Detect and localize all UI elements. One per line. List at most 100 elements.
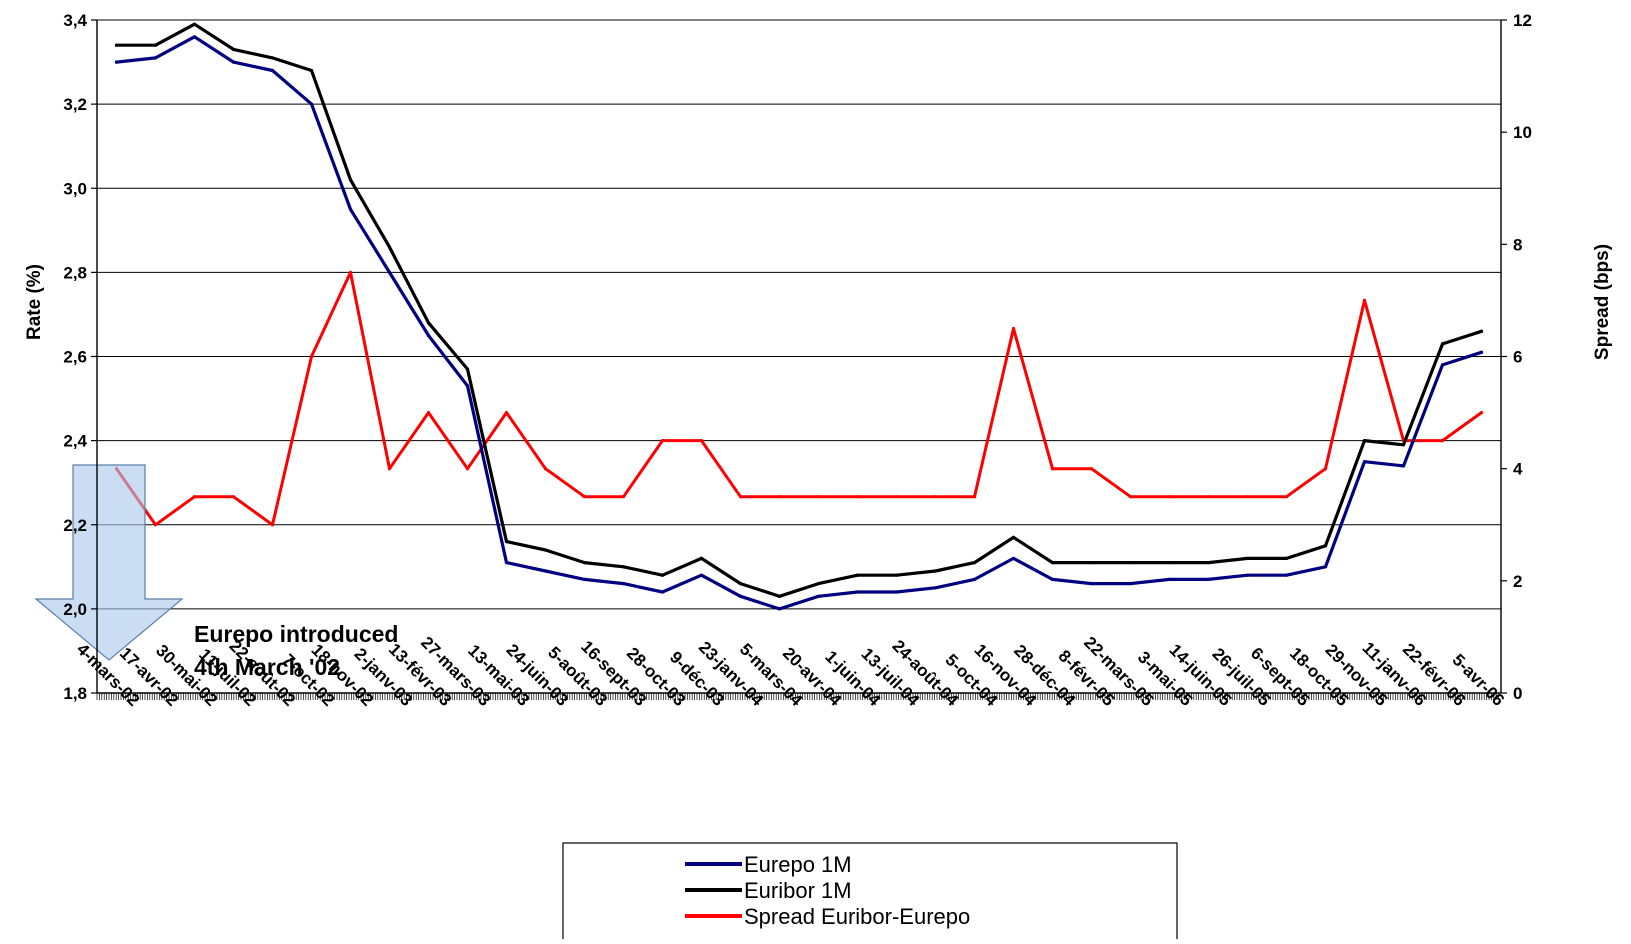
y-tick-label: 1,8 [63, 684, 87, 703]
y-tick-label: 2,6 [63, 348, 87, 367]
y-tick-label: 3,2 [63, 95, 87, 114]
data-point [1284, 573, 1289, 577]
data-point [855, 590, 860, 594]
data-point [114, 43, 119, 47]
y-tick-label: 3,4 [63, 11, 87, 30]
data-point [387, 270, 392, 274]
data-point [114, 60, 119, 64]
legend-box [562, 842, 1178, 944]
data-point [894, 590, 899, 594]
annotation-line-2: 4th March '02 [194, 654, 340, 680]
data-point [816, 594, 821, 598]
y-tick-label: 3,0 [63, 179, 87, 198]
data-point [972, 561, 977, 565]
data-point [153, 523, 158, 527]
data-point [504, 411, 509, 415]
data-point [1440, 363, 1445, 367]
data-point [1128, 495, 1133, 499]
data-point [270, 68, 275, 73]
data-point [192, 22, 197, 26]
y-tick-label: 2,2 [63, 516, 87, 535]
data-point [972, 495, 977, 499]
data-point [777, 495, 782, 499]
data-point [1206, 495, 1211, 499]
data-point [1479, 350, 1484, 354]
data-point [1050, 561, 1055, 565]
data-point [1284, 556, 1289, 561]
legend-label-spread: Spread Euribor-Eurepo [744, 904, 970, 929]
data-point [348, 270, 353, 274]
data-point [1167, 577, 1172, 582]
data-point [933, 495, 938, 499]
data-point [426, 333, 431, 338]
data-point [504, 540, 509, 544]
data-point [582, 577, 587, 582]
data-point [1050, 467, 1055, 471]
data-point [231, 60, 236, 64]
data-point [1323, 467, 1328, 471]
data-point [738, 582, 743, 586]
data-point [1011, 556, 1016, 561]
data-point [855, 495, 860, 499]
data-point [1245, 495, 1250, 499]
data-point [1206, 577, 1211, 582]
data-point [1050, 577, 1055, 582]
data-point [621, 495, 626, 499]
data-point [270, 56, 275, 60]
data-point [426, 411, 431, 415]
data-point [1401, 464, 1406, 468]
data-point [465, 367, 470, 371]
data-point [387, 467, 392, 471]
data-point [699, 573, 704, 577]
data-point [348, 207, 353, 211]
legend-label-eurepo: Eurepo 1M [744, 852, 852, 877]
series-line [114, 35, 1484, 611]
data-point [1401, 443, 1406, 447]
series-line [115, 270, 1483, 527]
data-point [504, 561, 509, 565]
data-point [309, 102, 314, 106]
data-point [1284, 495, 1289, 499]
data-point [777, 607, 782, 611]
data-point [1362, 460, 1367, 464]
data-point [855, 573, 860, 577]
data-point [816, 495, 821, 499]
data-point [738, 495, 743, 499]
data-point [465, 384, 470, 388]
data-point [699, 556, 704, 561]
data-point [621, 582, 626, 586]
data-point [153, 56, 158, 60]
y2-tick-label: 2 [1513, 572, 1522, 591]
data-point [543, 569, 548, 573]
data-point [699, 439, 704, 443]
data-point [816, 582, 821, 586]
y-axis-title: Rate (%) [24, 264, 45, 340]
y2-tick-label: 6 [1513, 348, 1522, 367]
data-point [543, 467, 548, 471]
data-point [153, 43, 158, 47]
axes: 1,82,02,22,42,62,83,03,23,40246810124-ma… [63, 11, 1532, 710]
data-point [1479, 411, 1484, 415]
data-point [972, 577, 977, 582]
gridlines [97, 19, 1501, 610]
y2-tick-label: 10 [1513, 123, 1532, 142]
data-point [270, 523, 275, 527]
data-point [309, 354, 314, 359]
data-point [1128, 582, 1133, 586]
data-point [1479, 329, 1484, 333]
data-point [426, 321, 431, 325]
data-point [894, 495, 899, 499]
annotation-arrow [34, 464, 184, 661]
data-point [1245, 573, 1250, 577]
data-point [582, 561, 587, 565]
data-point [738, 594, 743, 598]
data-point [1323, 544, 1328, 548]
data-point [621, 565, 626, 569]
data-point [933, 569, 938, 573]
data-point [777, 594, 782, 598]
data-point [1362, 439, 1367, 443]
y2-tick-label: 4 [1513, 460, 1523, 479]
y-tick-label: 2,0 [63, 600, 87, 619]
data-point [894, 573, 899, 577]
